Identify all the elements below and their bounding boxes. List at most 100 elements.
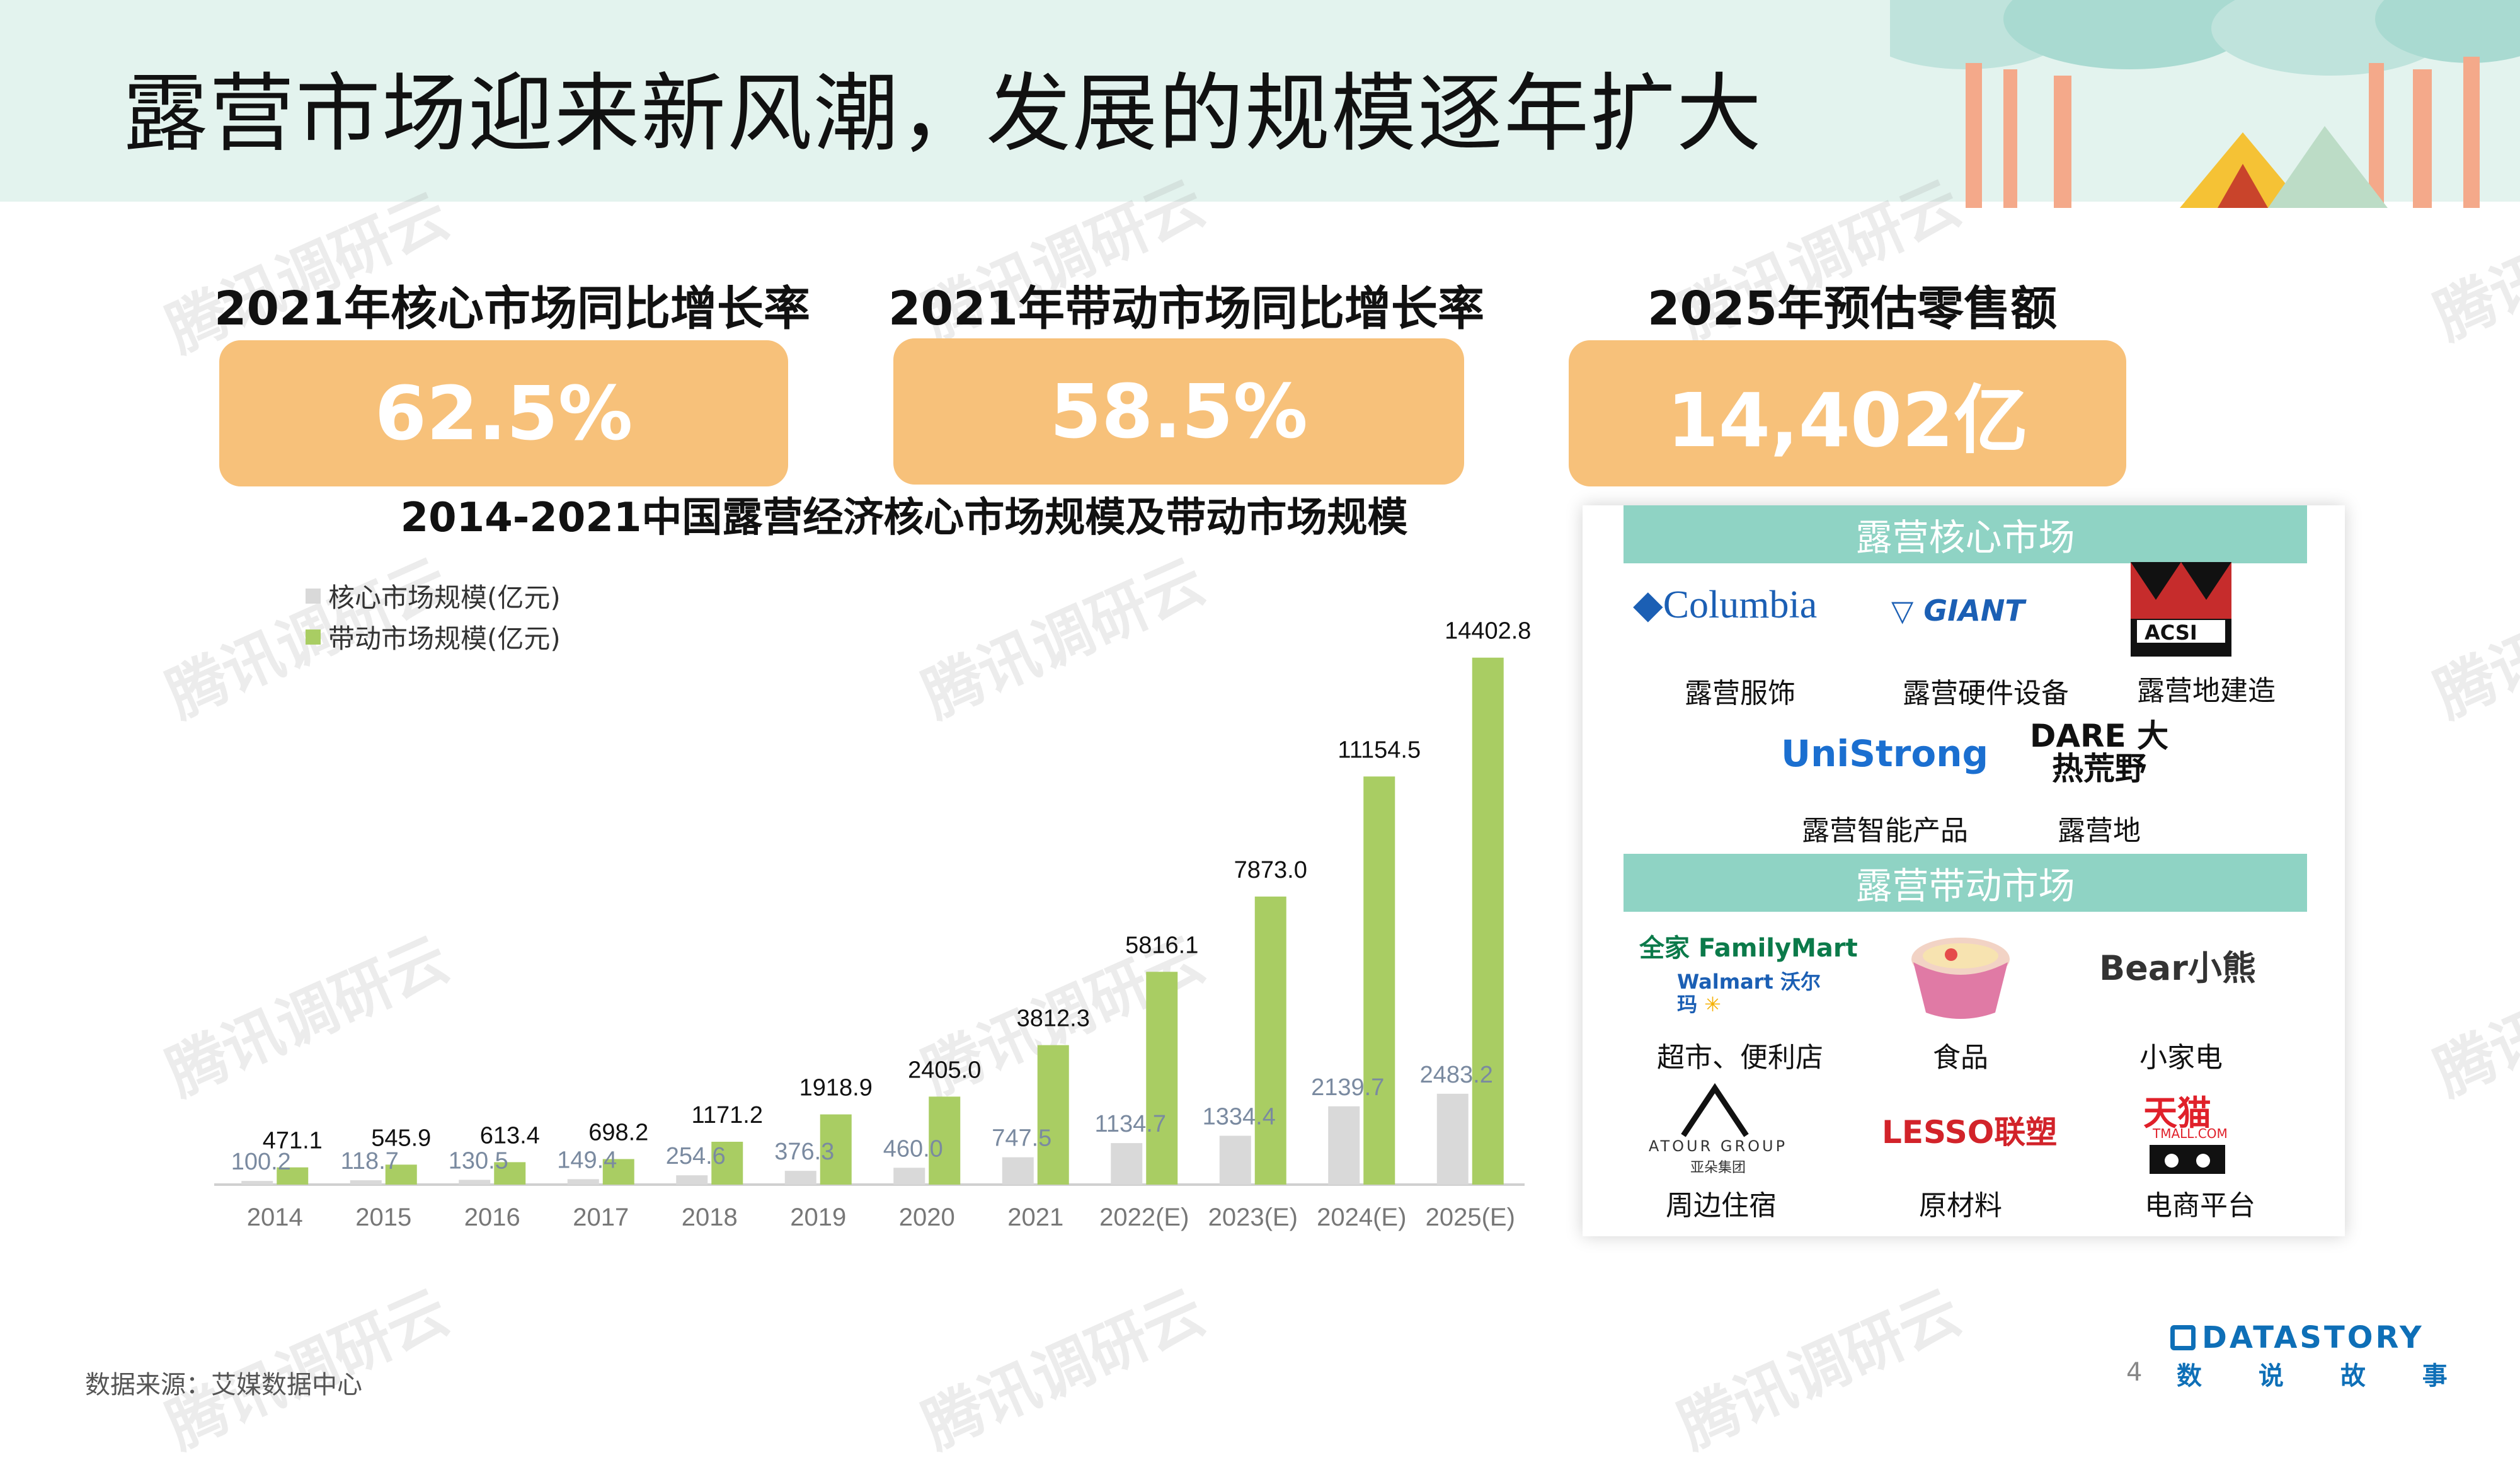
data-label-driven-2017: 698.2 [588, 1119, 648, 1146]
data-label-core-2021: 747.5 [992, 1125, 1051, 1152]
datastory-cn: 数 说 故 事 [2177, 1362, 2471, 1391]
caption-lodging: 周边住宿 [1666, 1190, 1777, 1222]
legend-label-driven: 带动市场规模(亿元) [328, 623, 561, 654]
bar-driven-2019 [820, 1114, 852, 1185]
caption-campsite-build: 露营地建造 [2137, 675, 2276, 707]
tmall-logo-en: TMALL.COM [2153, 1126, 2228, 1141]
bar-core-2017 [567, 1179, 599, 1185]
walmart-logo-text: Walmart 沃尔玛 [1677, 970, 1821, 1016]
x-tick-label-2016: 2016 [464, 1204, 520, 1231]
kpi-value-2025-retail: 14,402亿 [1569, 340, 2126, 486]
acsi-badge-icon [2131, 562, 2231, 657]
bar-core-2020 [893, 1168, 925, 1185]
datastory-square-icon [2170, 1325, 2196, 1350]
bar-driven-2021 [1037, 1045, 1069, 1185]
giant-logo-text: GIANT [1923, 594, 2025, 628]
bar-driven-2014 [277, 1167, 309, 1185]
x-tick-label-2018: 2018 [682, 1204, 738, 1231]
caption-hardware: 露营硬件设备 [1903, 677, 2069, 710]
bear-logo: Bear小熊 [2099, 948, 2256, 988]
x-tick-label-2022(E): 2022(E) [1099, 1204, 1189, 1231]
data-label-driven-2014: 471.1 [263, 1128, 323, 1154]
watermark: 腾讯调研云 [1668, 1277, 1971, 1462]
bar-driven-2015 [385, 1164, 417, 1185]
watermark: 腾讯调研云 [2424, 924, 2520, 1110]
data-label-core-2015: 118.7 [341, 1148, 399, 1175]
x-tick-label-2020: 2020 [899, 1204, 955, 1231]
data-label-core-2019: 376.3 [774, 1139, 834, 1165]
caption-apparel: 露营服饰 [1685, 677, 1796, 710]
data-label-driven-2015: 545.9 [371, 1125, 431, 1151]
x-tick-label-2017: 2017 [573, 1204, 629, 1231]
data-label-driven-2023(E): 7873.0 [1234, 857, 1307, 883]
atour-mountain-icon [1681, 1083, 1749, 1137]
walmart-logo: Walmart 沃尔玛 ✳ [1677, 970, 1822, 1016]
giant-logo: ▽ GIANT [1891, 594, 2025, 628]
bar-driven-2022(E) [1146, 972, 1178, 1185]
kpi-value-core-growth: 62.5% [219, 340, 788, 486]
caption-food: 食品 [1933, 1042, 1988, 1074]
lesso-logo: LESSO联塑 [1882, 1114, 2058, 1151]
acsi-logo-text: ACSI [2145, 621, 2197, 645]
data-label-driven-2020: 2405.0 [908, 1057, 981, 1083]
page-title: 露营市场迎来新风潮，发展的规模逐年扩大 [123, 64, 1763, 163]
data-source: 数据来源：艾媒数据中心 [85, 1370, 362, 1399]
bar-core-2018 [676, 1175, 708, 1185]
x-tick-label-2021: 2021 [1007, 1204, 1063, 1231]
data-label-core-2023(E): 1334.4 [1203, 1104, 1276, 1130]
legend-core: 核心市场规模(亿元) [306, 577, 561, 615]
caption-small-appliance: 小家电 [2139, 1042, 2223, 1074]
caption-campsite: 露营地 [2058, 815, 2141, 847]
bar-core-2025(E) [1436, 1093, 1469, 1185]
familymart-logo: 全家 FamilyMart [1639, 934, 1858, 963]
data-label-core-2022(E): 1134.7 [1095, 1111, 1166, 1137]
x-tick-label-2019: 2019 [790, 1204, 846, 1231]
data-label-driven-2016: 613.4 [480, 1122, 540, 1149]
core-market-header: 露营核心市场 [1624, 505, 2307, 563]
kpi-label-core-growth: 2021年核心市场同比增长率 [214, 282, 810, 336]
camping-illustration [1890, 0, 2520, 208]
kpi-label-driven-growth: 2021年带动市场同比增长率 [888, 282, 1484, 336]
page-number: 4 [2126, 1358, 2143, 1387]
giant-v-icon: ▽ [1891, 594, 1924, 628]
bar-driven-2025(E) [1472, 657, 1504, 1185]
data-label-driven-2019: 1918.9 [799, 1075, 873, 1101]
acsi-logo: ACSI [2131, 562, 2231, 659]
x-tick-label-2024(E): 2024(E) [1317, 1204, 1406, 1231]
dare-logo: DARE 大热荒野 [2029, 718, 2169, 787]
legend-driven: 带动市场规模(亿元) [306, 618, 561, 656]
tmall-cat-icon [2150, 1145, 2225, 1174]
instant-food-bowl-icon [1911, 938, 2010, 1019]
caption-supermarket: 超市、便利店 [1657, 1042, 1823, 1074]
caption-smart-products: 露营智能产品 [1802, 815, 1968, 847]
data-label-core-2016: 130.5 [449, 1147, 508, 1174]
data-label-driven-2024(E): 11154.5 [1337, 737, 1421, 763]
data-label-core-2025(E): 2483.2 [1420, 1062, 1493, 1088]
bar-core-2015 [350, 1180, 382, 1185]
data-label-driven-2022(E): 5816.1 [1125, 932, 1198, 958]
bar-driven-2018 [711, 1141, 743, 1185]
data-label-core-2014: 100.2 [231, 1149, 291, 1175]
data-label-core-2020: 460.0 [883, 1135, 943, 1162]
x-tick-label-2015: 2015 [355, 1204, 411, 1231]
data-label-driven-2025(E): 14402.8 [1445, 618, 1531, 645]
kpi-value-driven-growth: 58.5% [893, 338, 1464, 485]
chart-title: 2014-2021中国露营经济核心市场规模及带动市场规模 [400, 495, 1408, 541]
x-tick-label-2023(E): 2023(E) [1208, 1204, 1298, 1231]
bar-driven-2020 [929, 1096, 961, 1185]
bar-core-2024(E) [1328, 1106, 1360, 1185]
bar-core-2014 [241, 1181, 273, 1185]
columbia-logo-text: Columbia [1663, 583, 1818, 626]
data-label-core-2018: 254.6 [666, 1143, 726, 1169]
datastory-brand: DATASTORY 数 说 故 事 [2170, 1320, 2471, 1392]
caption-ecommerce: 电商平台 [2145, 1190, 2255, 1222]
x-tick-label-2014: 2014 [247, 1204, 303, 1231]
market-panel: 露营核心市场 ◆Columbia 露营服饰 ▽ GIANT 露营硬件设备 ACS… [1583, 505, 2345, 1236]
bar-core-2016 [459, 1180, 491, 1185]
unistrong-logo: UniStrong [1781, 732, 1989, 775]
atour-logo-text: ATOUR GROUP [1648, 1137, 1788, 1155]
tmall-logo: 天猫 [2143, 1093, 2211, 1133]
watermark: 腾讯调研云 [912, 1277, 1215, 1462]
watermark: 腾讯调研云 [2424, 546, 2520, 732]
